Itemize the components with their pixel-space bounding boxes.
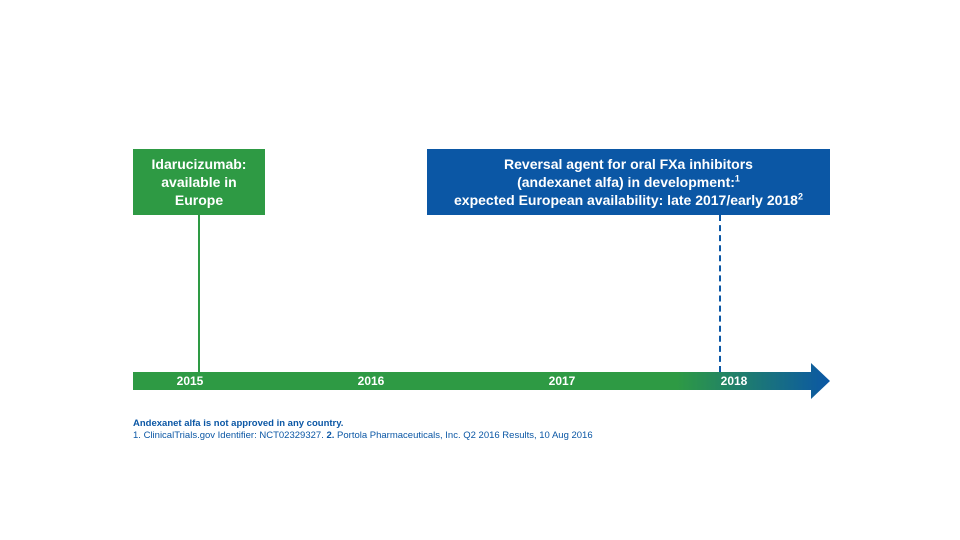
footnotes: Andexanet alfa is not approved in any co… <box>133 418 593 442</box>
andexanet-ref-1-sup: 1 <box>734 173 740 184</box>
ref-1-text: ClinicalTrials.gov Identifier: NCT023293… <box>143 430 324 441</box>
ref-1-number: 1. <box>133 430 141 441</box>
andexanet-line-2-text: (andexanet alfa) in development: <box>517 174 735 190</box>
andexanet-line-3: expected European availability: late 201… <box>427 191 830 209</box>
references: 1. ClinicalTrials.gov Identifier: NCT023… <box>133 430 593 442</box>
andexanet-box: Reversal agent for oral FXa inhibitors (… <box>427 149 830 215</box>
andexanet-line-1: Reversal agent for oral FXa inhibitors <box>504 156 753 172</box>
ref-2-number: 2. <box>326 430 335 441</box>
timeline-year-2018: 2018 <box>720 374 748 388</box>
andexanet-ref-2-sup: 2 <box>797 191 803 202</box>
idarucizumab-line-2: available in <box>161 174 237 190</box>
idarucizumab-line-3: Europe <box>174 192 224 208</box>
ref-2-text: Portola Pharmaceuticals, Inc. Q2 2016 Re… <box>337 430 593 441</box>
timeline-year-2015: 2015 <box>176 374 204 388</box>
idarucizumab-line-1: Idarucizumab: <box>151 156 247 172</box>
timeline-year-2017: 2017 <box>548 374 576 388</box>
idarucizumab-connector-line <box>198 215 200 372</box>
andexanet-line-3-text: expected European availability: late 201… <box>454 192 798 208</box>
timeline-arrow <box>133 363 830 399</box>
idarucizumab-box: Idarucizumab: available in Europe <box>133 149 265 215</box>
andexanet-line-2: (andexanet alfa) in development:1 <box>427 173 830 191</box>
andexanet-connector-dashed-line <box>719 215 721 372</box>
approval-note: Andexanet alfa is not approved in any co… <box>133 418 344 429</box>
timeline-year-2016: 2016 <box>357 374 385 388</box>
timeline-bar <box>133 363 830 399</box>
